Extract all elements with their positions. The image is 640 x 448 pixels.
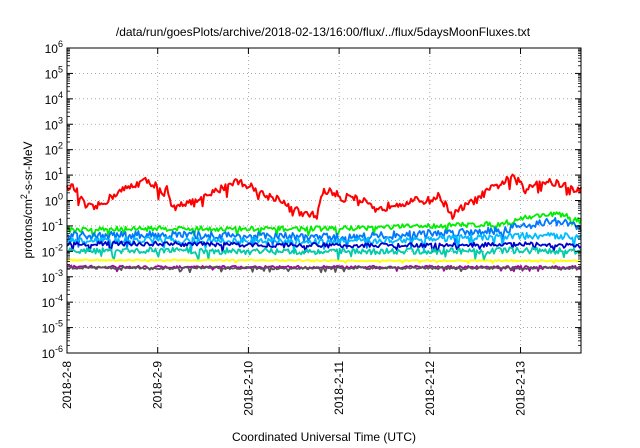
x-axis-label: Coordinated Universal Time (UTC) [232,430,416,444]
y-tick-label: 10-5 [42,319,63,336]
x-tick-label: 2018-2-11 [332,361,346,415]
x-tick-label: 2018-2-9 [151,361,165,409]
y-tick-labels: 10-6 10-5 10-4 10-3 10-2 10-1 100 101 102 103 104 1… [42,39,63,361]
series-line-9 [66,265,582,274]
series-line-3 [66,217,582,250]
y-tick-label: 10-6 [42,344,63,361]
y-tick-label: 104 [45,90,63,107]
y-axis-label: protons/cm2-s-sr-MeV [19,141,35,258]
axis-ticks [66,47,581,354]
series-line-5 [66,240,582,254]
y-tick-label: 10-2 [42,242,63,259]
series-line-6 [66,246,582,262]
series-line-1 [66,173,582,220]
y-tick-label: 102 [45,141,63,158]
data-series [66,173,582,274]
y-tick-label: 106 [45,39,63,56]
y-tick-label: 105 [45,64,63,81]
x-tick-label: 2018-2-8 [60,361,74,409]
y-tick-label: 10-3 [42,268,63,285]
y-tick-label: 10-4 [42,293,63,310]
y-tick-label: 103 [45,115,63,132]
series-line-4 [66,231,582,253]
x-tick-label: 2018-2-10 [241,361,255,416]
chart-title: /data/run/goesPlots/archive/2018-02-13/1… [116,25,531,39]
x-tick-label: 2018-2-13 [514,361,528,416]
x-tick-labels: 2018-2-8 2018-2-9 2018-2-10 2018-2-11 2018-2… [60,361,528,416]
grid-lines [67,48,581,353]
y-tick-label: 10-1 [42,217,63,234]
x-tick-label: 2018-2-12 [423,361,437,416]
y-tick-label: 101 [45,166,63,183]
series-line-7 [66,258,582,265]
y-tick-label: 100 [45,192,63,209]
